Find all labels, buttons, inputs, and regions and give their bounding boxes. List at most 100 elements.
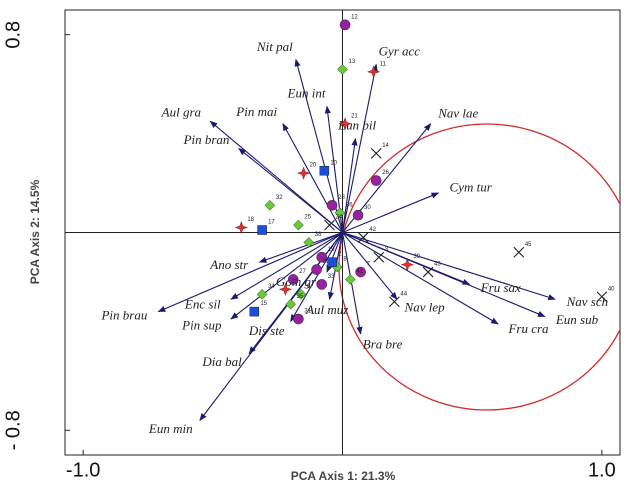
- site-label: 25: [304, 215, 311, 221]
- loading-label: Nav lep: [404, 300, 446, 315]
- loading-arrow: [342, 232, 398, 300]
- loading-label: Nav lae: [437, 105, 478, 120]
- site-label: 29: [323, 259, 330, 265]
- loading-label: Eun min: [148, 421, 193, 436]
- loading-label: Gyr acc: [379, 44, 421, 59]
- site-label: 39: [413, 254, 420, 260]
- site-label: 27: [299, 269, 306, 275]
- site-label: 21: [351, 113, 358, 119]
- site-label: 45: [525, 242, 532, 248]
- y-tick-label: - 0.8: [2, 410, 24, 450]
- site-point: [388, 296, 400, 308]
- site-point: [295, 288, 307, 300]
- site-point: [285, 298, 296, 310]
- site-label: 14: [382, 143, 389, 149]
- site-point: [366, 65, 381, 79]
- site-label: 31: [304, 309, 311, 315]
- loading-label: Ano str: [209, 257, 249, 272]
- site-label: 24: [336, 215, 343, 221]
- loading-arrow: [230, 232, 343, 300]
- site-point: [287, 274, 299, 285]
- site-point: [344, 274, 356, 285]
- site-point: [324, 219, 335, 231]
- site-point: [293, 313, 304, 325]
- site-label: 11: [380, 61, 387, 67]
- x-tick-label: 1.0: [588, 459, 616, 481]
- site-point: [316, 279, 328, 290]
- loading-label: Enc sil: [184, 296, 221, 311]
- site-point: [370, 175, 382, 186]
- site-point: [422, 266, 434, 278]
- site-label: 18: [247, 217, 254, 223]
- site-label: 6: [307, 284, 311, 290]
- site-point: [296, 166, 311, 180]
- site-point: [257, 225, 267, 235]
- loading-arrow: [157, 231, 343, 313]
- loading-arrow: [342, 231, 556, 301]
- site-label: 36: [346, 202, 353, 208]
- loading-label: Fru sax: [480, 280, 521, 295]
- site-point: [355, 266, 366, 278]
- site-point: [264, 199, 276, 211]
- site-label: 40: [608, 286, 615, 292]
- loading-label: Pin mai: [235, 104, 277, 119]
- loading-label: Dis ste: [248, 323, 285, 338]
- site-label: 7: [367, 262, 371, 268]
- site-point: [357, 232, 369, 243]
- site-point: [311, 264, 322, 275]
- site-point: [303, 237, 315, 248]
- site-label: 38: [315, 232, 322, 238]
- site-label: 35: [297, 294, 304, 300]
- loading-label: Aul gra: [161, 105, 202, 120]
- y-axis-label: PCA Axis 2: 14.5%: [28, 179, 42, 284]
- site-point: [370, 148, 382, 159]
- loading-arrow: [342, 232, 499, 325]
- site-point: [293, 219, 304, 231]
- loading-arrow: [282, 123, 343, 233]
- loading-label: Nit pal: [256, 39, 293, 54]
- site-label: 15: [260, 301, 267, 307]
- site-label: 32: [276, 195, 283, 201]
- loading-label: Pin bran: [183, 132, 230, 147]
- site-label: 19: [328, 247, 335, 253]
- loading-arrow: [341, 63, 378, 233]
- site-point: [513, 246, 525, 258]
- site-label: 10: [330, 160, 337, 166]
- site-point: [334, 207, 346, 219]
- y-tick-label: 0.8: [2, 21, 24, 49]
- loading-arrow: [238, 147, 343, 233]
- site-label: 34: [268, 284, 275, 290]
- site-label: 2: [338, 252, 342, 258]
- site-label: 26: [382, 170, 389, 176]
- loading-arrow: [341, 137, 358, 233]
- site-point: [316, 251, 328, 263]
- loading-label: Eun sub: [555, 312, 599, 327]
- site-point: [338, 117, 352, 131]
- site-label: 8: [343, 257, 347, 263]
- loading-label: Bra bre: [363, 337, 403, 352]
- loading-label: Pin brau: [100, 307, 147, 322]
- loading-label: Gom gra: [276, 274, 323, 289]
- site-label: 20: [310, 163, 317, 169]
- loading-label: Eun bil: [337, 118, 376, 133]
- site-point: [319, 165, 330, 176]
- loading-arrow: [199, 232, 343, 422]
- site-point: [234, 220, 248, 235]
- site-point: [339, 19, 351, 31]
- loading-label: Aul muz: [305, 302, 348, 317]
- group-ellipse: [338, 123, 620, 411]
- x-axis-label: PCA Axis 1: 21.3%: [291, 469, 396, 483]
- loading-label: Fru cra: [507, 321, 549, 336]
- site-point: [352, 209, 364, 221]
- site-label: 13: [349, 59, 356, 65]
- site-label: 43: [434, 262, 441, 268]
- site-point: [326, 200, 338, 211]
- loading-label: Pin sup: [181, 317, 222, 332]
- site-label: 42: [369, 227, 376, 233]
- site-point: [337, 63, 348, 75]
- loading-label: Eun int: [287, 85, 326, 100]
- loading-label: Nav sch: [566, 294, 609, 309]
- loading-arrow: [342, 192, 440, 234]
- site-label: 30: [364, 205, 371, 211]
